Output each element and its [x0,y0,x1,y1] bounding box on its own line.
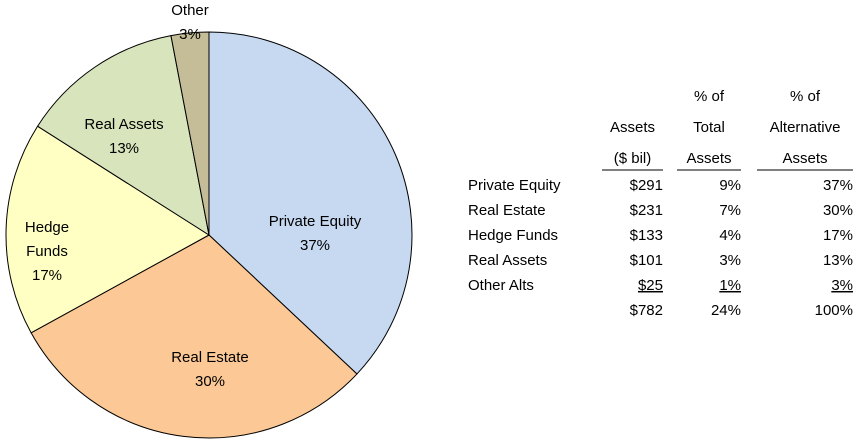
total-cell: $782 [630,302,663,319]
cell: $133 [630,227,663,244]
slice-value-label: 17% [32,267,62,284]
cell: 4% [719,227,741,244]
pie-slice [36,35,210,237]
row-label: Real Assets [468,252,547,269]
cell: 30% [823,202,853,219]
cell: $231 [630,202,663,219]
cell: 1% [719,277,741,294]
column-header: Assets [686,150,731,167]
column-header: % of [790,88,821,105]
slice-label: Hedge Funds [25,219,69,260]
row-label: Real Estate [468,202,546,219]
cell: $25 [638,277,663,294]
slice-label: Real Estate [171,349,249,366]
column-header: Alternative [770,119,841,136]
slice-value-label: 13% [109,140,139,157]
cell: 13% [823,252,853,269]
column-header: Assets [610,119,655,136]
row-label: Hedge Funds [468,227,558,244]
pie-slice [170,31,210,236]
slice-value-label: 3% [179,26,201,43]
cell: 37% [823,177,853,194]
column-header: Assets [782,150,827,167]
cell: 7% [719,202,741,219]
pie-slice [5,125,210,334]
cell: 9% [719,177,741,194]
slice-value-label: 37% [300,237,330,254]
total-cell: 100% [815,302,853,319]
column-header: ($ bil) [614,150,652,167]
pie-slice [208,31,413,375]
total-cell: 24% [711,302,741,319]
cell: $291 [630,177,663,194]
slice-label: Other [171,2,209,19]
cell: 3% [719,252,741,269]
slice-value-label: 30% [195,373,225,390]
pie-slice [30,234,358,439]
cell: $101 [630,252,663,269]
slice-label: Private Equity [269,213,362,230]
row-label: Other Alts [468,277,534,294]
column-header: % of [694,88,725,105]
slice-label: Real Assets [84,116,163,133]
row-label: Private Equity [468,177,561,194]
cell: 17% [823,227,853,244]
cell: 3% [831,277,853,294]
column-header: Total [693,119,725,136]
